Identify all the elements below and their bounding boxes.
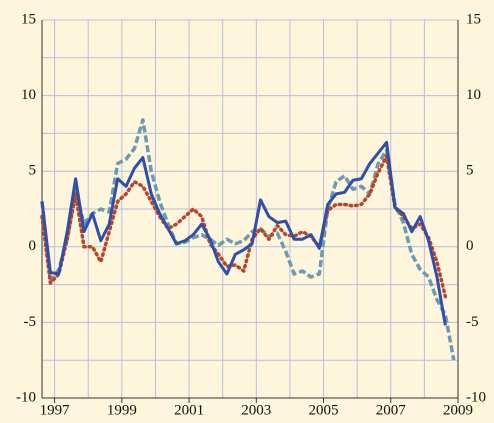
series-line xyxy=(40,118,456,361)
x-tick-label: 2007 xyxy=(376,402,407,418)
y2-tick-label: -5 xyxy=(466,314,479,330)
y-tick-label: 15 xyxy=(21,11,36,27)
series-line xyxy=(40,154,448,299)
y2-tick-label: 15 xyxy=(466,11,481,27)
x-tick-label: 2005 xyxy=(309,402,339,418)
y-tick-label: 5 xyxy=(29,163,37,179)
y-tick-label: -10 xyxy=(16,389,36,405)
x-tick-label: 2009 xyxy=(443,402,473,418)
y2-tick-label: 5 xyxy=(466,163,474,179)
y-tick-label: 0 xyxy=(29,238,37,254)
series-line xyxy=(40,140,447,326)
x-tick-label: 2003 xyxy=(241,402,271,418)
y-tick-label: -5 xyxy=(24,314,37,330)
x-tick-label: 1997 xyxy=(40,402,71,418)
y2-tick-label: 10 xyxy=(466,87,481,103)
y2-tick-label: 0 xyxy=(466,238,474,254)
y-tick-label: 10 xyxy=(21,87,36,103)
y2-tick-label: -10 xyxy=(466,389,486,405)
x-tick-label: 2001 xyxy=(174,402,204,418)
x-tick-label: 1999 xyxy=(107,402,137,418)
